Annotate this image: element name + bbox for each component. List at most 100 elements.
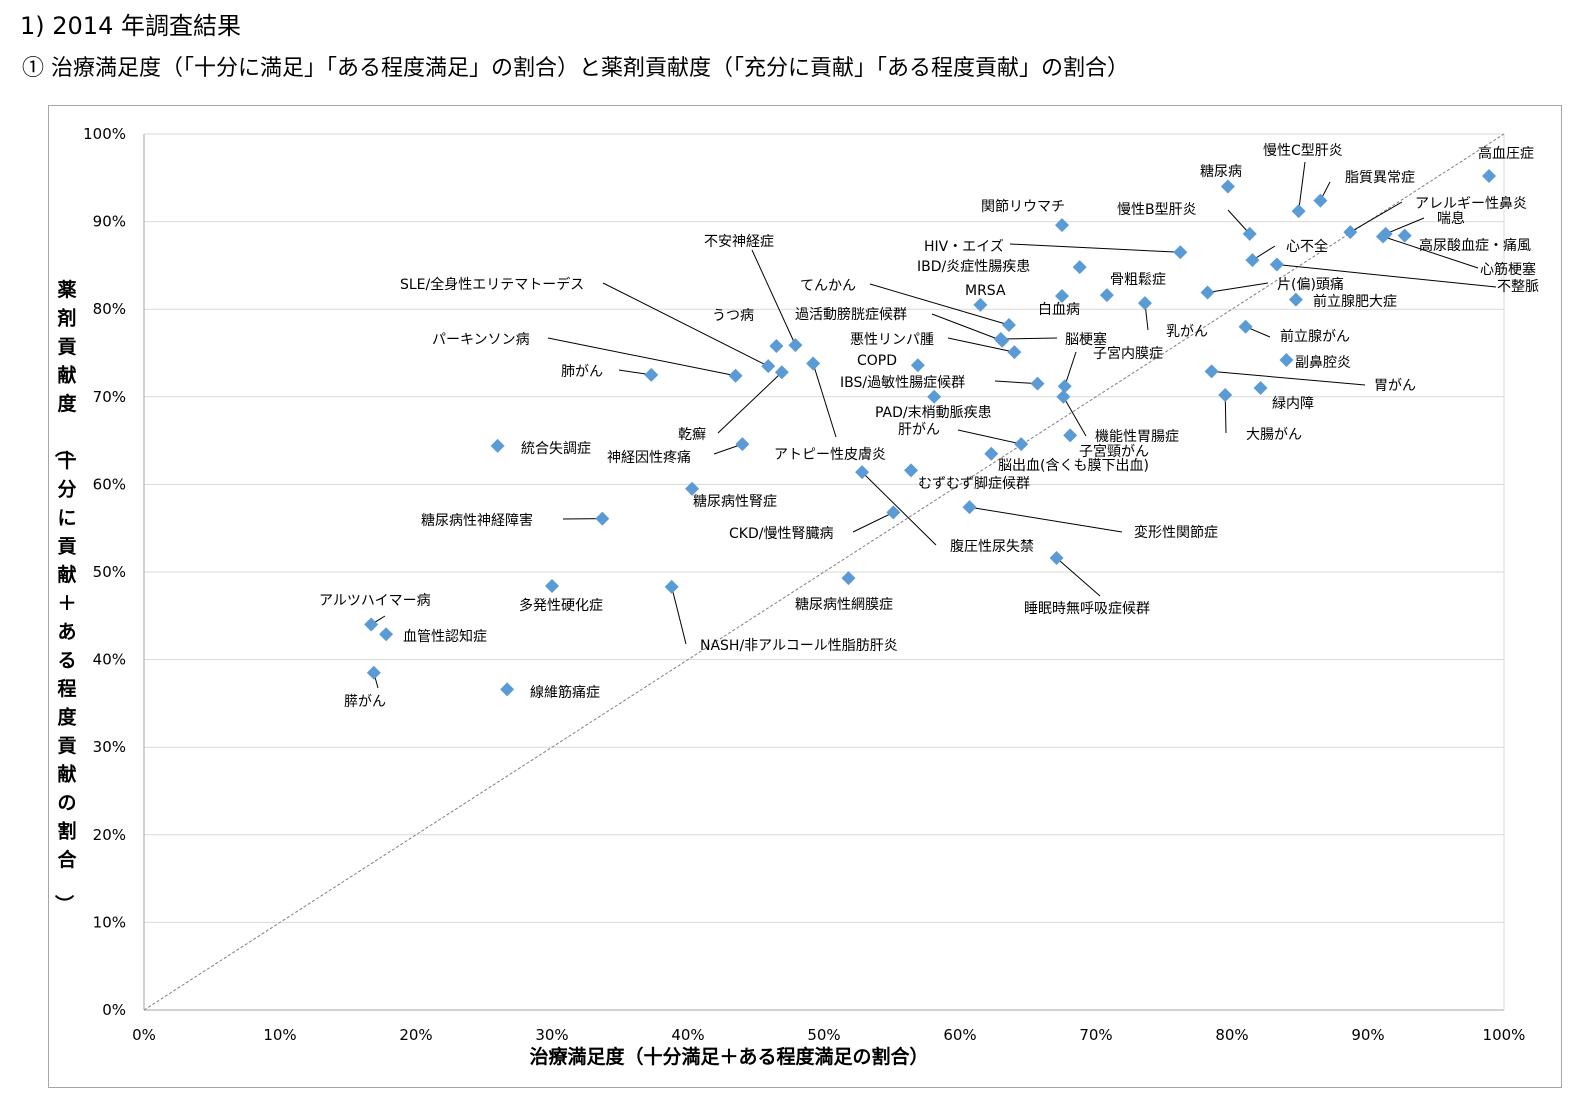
point-label: 胃がん [1374, 378, 1416, 394]
y-tick-label: 60% [93, 475, 126, 493]
data-point-marker [904, 463, 919, 478]
data-point-marker [962, 500, 977, 515]
point-label: 緑内障 [1272, 396, 1314, 412]
data-point-marker [1343, 225, 1358, 240]
data-point-marker [1056, 389, 1071, 404]
point-label: むずむず脚症候群 [918, 476, 1030, 492]
point-label: 関節リウマチ [981, 198, 1065, 215]
point-label: 糖尿病 [1200, 164, 1242, 180]
leader-line [547, 337, 736, 377]
page-subheading: ① 治療満足度（「十分に満足」「ある程度満足」の割合）と薬剤貢献度（「充分に貢献… [22, 56, 1129, 81]
leader-lines [370, 161, 1497, 689]
point-label: 統合失調症 [521, 441, 591, 457]
point-label: 脳梗塞 [1065, 331, 1107, 348]
point-label: 高血圧症 [1478, 145, 1534, 162]
leader-line [947, 337, 1015, 353]
data-point-marker [500, 682, 515, 697]
data-point-marker [1055, 289, 1069, 304]
data-point-marker [735, 437, 750, 452]
data-point-marker [1055, 218, 1069, 233]
point-label: 線維筋痛症 [530, 684, 600, 701]
data-point-marker [886, 505, 901, 520]
point-label: COPD [857, 353, 897, 369]
x-tick-label: 50% [807, 1026, 840, 1044]
data-point-marker [644, 367, 659, 382]
point-label: 心筋梗塞 [1480, 261, 1536, 278]
leader-line [812, 363, 837, 438]
data-point-marker [1072, 260, 1087, 275]
leader-line [602, 282, 769, 367]
data-point-marker [855, 465, 870, 480]
point-label: 血管性認知症 [403, 628, 487, 645]
point-label: 子宮頸がん [1079, 444, 1149, 460]
point-label: IBD/炎症性腸疾患 [917, 259, 1030, 275]
data-point-marker [1049, 550, 1064, 565]
x-tick-label: 0% [132, 1026, 156, 1044]
leader-line [1211, 370, 1366, 386]
point-label: パーキンソン病 [432, 332, 530, 348]
data-point-marker [379, 627, 394, 642]
point-label: 子宮内膜症 [1093, 346, 1163, 362]
y-tick-label: 10% [93, 913, 126, 931]
tick-labels: 0% 10% 20% 30% 40% 50% 60% 70% 80% 90% 100% 0% 10% 20… [83, 125, 1525, 1044]
leader-line [1298, 161, 1306, 212]
point-label: 大腸がん [1246, 427, 1302, 443]
point-label: 心不全 [1286, 238, 1328, 255]
point-label: HIV・エイズ [924, 239, 1004, 255]
leader-line [1276, 264, 1497, 288]
data-point-marker [1204, 364, 1219, 379]
data-point-marker [595, 511, 610, 526]
x-tick-label: 80% [1215, 1026, 1248, 1044]
leader-line [1385, 217, 1425, 235]
data-point-marker [1397, 228, 1412, 243]
point-label: 前立腺肥大症 [1313, 293, 1397, 310]
leader-line [931, 313, 1003, 342]
data-point-marker [774, 365, 789, 380]
data-point-marker [1291, 204, 1306, 219]
leader-line [1009, 243, 1181, 253]
point-label: 腹圧性尿失禁 [950, 538, 1034, 555]
y-tick-label: 50% [93, 563, 126, 581]
data-points [364, 169, 1497, 697]
y-axis-label: 薬剤貢献度（十分に貢献＋ある程度貢献の割合） [52, 278, 77, 914]
data-point-marker [1253, 381, 1268, 396]
point-label: 多発性硬化症 [519, 597, 603, 614]
data-point-marker [1279, 353, 1294, 368]
leader-line [994, 380, 1038, 385]
leader-line [717, 371, 783, 434]
data-point-marker [1099, 288, 1114, 303]
data-point-marker [1057, 379, 1072, 394]
leader-line [1382, 236, 1479, 269]
leader-line [1056, 557, 1101, 597]
point-label: 肝がん [898, 422, 940, 438]
leader-line [869, 283, 1010, 326]
point-label: IBS/過敏性腸症候群 [840, 375, 965, 391]
x-tick-label: 100% [1483, 1026, 1526, 1044]
point-label: 骨粗鬆症 [1110, 272, 1166, 288]
chart-frame [48, 105, 1562, 1088]
y-tick-label: 40% [93, 651, 126, 669]
data-point-marker [664, 579, 679, 594]
point-label: 糖尿病性網膜症 [795, 597, 893, 613]
point-label: 肺がん [561, 364, 603, 380]
data-point-marker [1313, 193, 1328, 208]
data-point-marker [1014, 437, 1029, 452]
point-label: 変形性関節症 [1134, 524, 1218, 541]
data-point-marker [1482, 169, 1497, 184]
point-label: 糖尿病性腎症 [693, 494, 777, 510]
data-point-marker [841, 571, 856, 586]
data-point-marker [769, 338, 784, 353]
data-point-marker [806, 356, 821, 371]
y-tick-label: 0% [102, 1001, 126, 1019]
x-tick-label: 30% [535, 1026, 568, 1044]
leader-line [957, 429, 1022, 445]
leader-line [1227, 209, 1251, 235]
data-point-marker [984, 446, 999, 461]
data-point-marker [1238, 319, 1253, 334]
x-tick-label: 10% [263, 1026, 296, 1044]
leader-line [1062, 396, 1087, 437]
data-point-marker [993, 331, 1008, 346]
point-label: 白血病 [1038, 302, 1080, 318]
